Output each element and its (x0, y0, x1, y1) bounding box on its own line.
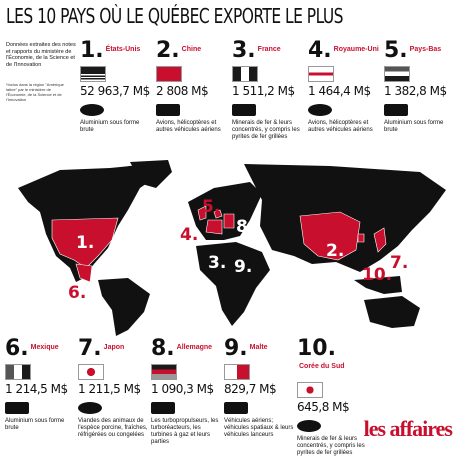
country-column: 4. Royaume-Uni 1 464,4 M$ Avions, hélicoptè… (308, 38, 380, 134)
export-value: 1 214,5 M$ (5, 382, 68, 396)
country-name: États-Unis (105, 46, 141, 53)
product: Avions, hélicoptères et autres véhicules… (156, 120, 221, 133)
product-icon (384, 104, 408, 116)
product-icon (308, 104, 332, 116)
flag (297, 382, 323, 398)
product: Minerais de fer & leurs concentrés, y co… (297, 436, 365, 456)
flag (151, 364, 177, 380)
rank: 1. (80, 38, 104, 63)
country-name: Pays-Bas (409, 46, 442, 53)
product-icon (232, 104, 256, 116)
title: LES 10 PAYS OÙ LE QUÉBEC EXPORTE LE PLUS (6, 4, 343, 28)
country-name: Royaume-Uni (333, 46, 379, 53)
country-name: Japon (103, 344, 125, 351)
rank: 7. (78, 336, 102, 361)
rank: 5. (384, 38, 408, 63)
map-label: 4. (180, 225, 198, 245)
export-value: 2 808 M$ (156, 84, 209, 98)
country-column: 8. Allemagne 1 090,3 M$ Les turbopropulseur… (151, 336, 223, 446)
world-map: 1. 2. 3. 4.5. 6. 7. 8. 9. 10. (18, 160, 446, 336)
footnote: *Inclus dans la région "Amérique latine"… (6, 82, 64, 102)
export-value: 645,8 M$ (297, 400, 350, 414)
country-column: 7. Japon 1 211,5 M$ Viandes des animaux de … (78, 336, 150, 439)
map-label: 7. (390, 253, 408, 273)
product-icon (151, 402, 175, 414)
flag (308, 66, 334, 82)
map-label: 9. (234, 257, 252, 277)
product: Avions, hélicoptères et autres véhicules… (308, 120, 373, 133)
product-icon (297, 420, 321, 432)
rank: 2. (156, 38, 180, 63)
flag (224, 364, 250, 380)
flag (80, 66, 106, 82)
export-value: 1 090,3 M$ (151, 382, 214, 396)
export-value: 1 464,4 M$ (308, 84, 371, 98)
product-icon (224, 402, 248, 414)
export-value: 1 511,2 M$ (232, 84, 295, 98)
rank: 9. (224, 336, 248, 361)
flag (156, 66, 182, 82)
product-icon (78, 402, 102, 414)
map-label: 10. (362, 265, 392, 285)
flag (78, 364, 104, 380)
map-label: 1. (76, 233, 94, 253)
flag (384, 66, 410, 82)
rank: 3. (232, 38, 256, 63)
product-icon (80, 104, 104, 116)
product: Aluminium sous forme brute (384, 120, 444, 133)
logo: les affaires (363, 416, 453, 441)
flag (5, 364, 31, 380)
country-name: Allemagne (176, 344, 213, 351)
country-column: 3. France 1 511,2 M$ Minerais de fer & leur… (232, 38, 304, 141)
map-label: 5. (202, 197, 220, 217)
product: Minerais de fer & leurs concentrés, y co… (232, 120, 300, 140)
country-column: 9. Malte 829,7 M$ Véhicules aériens; véhicu… (224, 336, 296, 439)
intro: Données extraites des notes et rapports … (6, 42, 76, 68)
country-column: 10. Corée du Sud 645,8 M$ Minerais de fer &… (297, 336, 369, 457)
rank: 8. (151, 336, 175, 361)
country-name: Corée du Sud (299, 363, 345, 370)
flag (232, 66, 258, 82)
export-value: 1 382,8 M$ (384, 84, 447, 98)
highlighted-countries (51, 205, 387, 283)
country-column: 5. Pays-Bas 1 382,8 M$ Aluminium sous forme… (384, 38, 456, 134)
rank: 10. (297, 336, 336, 361)
product-icon (156, 104, 180, 116)
map-label: 2. (326, 241, 344, 261)
map-label: 3. (208, 253, 226, 273)
country-name: Chine (181, 46, 202, 53)
map-label: 6. (68, 283, 86, 303)
country-column: 2. Chine 2 808 M$ Avions, hélicoptères et a… (156, 38, 228, 134)
export-value: 829,7 M$ (224, 382, 277, 396)
product: Aluminium sous forme brute (5, 418, 65, 431)
country-name: Malte (249, 344, 268, 351)
product: Aluminium sous forme brute (80, 120, 140, 133)
country-column: 1. États-Unis 52 963,7 M$ Aluminium sous fo… (80, 38, 152, 134)
country-name: France (257, 46, 281, 53)
rank: 4. (308, 38, 332, 63)
product-icon (5, 402, 29, 414)
product: Les turbopropulseurs, les turboréacteurs… (151, 418, 219, 445)
country-column: 6. Mexique 1 214,5 M$ Aluminium sous forme … (5, 336, 77, 432)
export-value: 1 211,5 M$ (78, 382, 141, 396)
country-name: Mexique (30, 344, 59, 351)
export-value: 52 963,7 M$ (80, 84, 150, 98)
product: Véhicules aériens; véhicules spatiaux & … (224, 418, 294, 438)
product: Viandes des animaux de l'espèce porcine,… (78, 418, 148, 438)
rank: 6. (5, 336, 29, 361)
map-label: 8. (236, 217, 254, 237)
